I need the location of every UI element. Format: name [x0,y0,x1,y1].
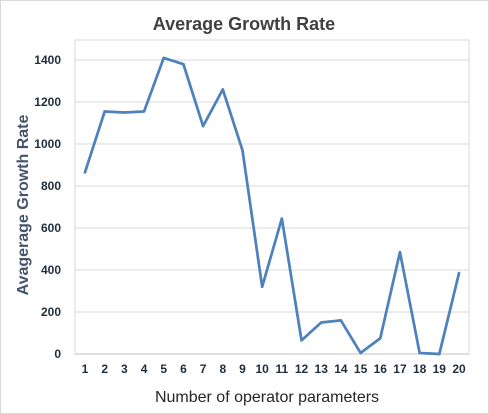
data-point [142,110,146,113]
x-tick-label: 7 [200,362,207,376]
x-tick-label: 5 [160,362,167,376]
y-tick-label: 1000 [34,137,61,151]
x-tick-label: 10 [255,362,269,376]
x-tick-label: 20 [452,362,466,376]
data-point [201,124,205,128]
x-tick-label: 19 [433,362,447,376]
x-tick-label: 14 [334,362,348,376]
data-point [182,62,185,66]
data-point [162,56,165,60]
x-tick-label: 17 [393,362,407,376]
series-layer [83,56,461,356]
data-point [103,110,106,113]
y-tick-label: 400 [41,263,61,277]
y-tick-label: 600 [41,221,61,235]
x-tick-label: 3 [121,362,128,376]
data-point [418,351,421,355]
x-tick-label: 11 [275,362,288,376]
data-point [339,319,343,322]
data-point [123,111,126,114]
x-tick-label: 6 [180,362,187,376]
data-point [221,88,224,91]
x-tick-label: 9 [239,362,246,376]
y-tick-label: 800 [41,179,61,193]
data-point [398,250,402,254]
chart-title: Average Growth Rate [153,14,335,34]
x-tick-label: 13 [315,362,329,376]
y-tick-label: 1200 [34,95,61,109]
x-tick-label: 15 [354,362,368,376]
x-tick-label: 2 [101,362,108,376]
data-point [438,352,441,356]
x-tick-label: 18 [413,362,427,376]
x-tick-label: 1 [82,362,89,376]
series-line [83,56,461,356]
x-tick-label: 4 [141,362,148,376]
data-point [260,285,264,288]
data-point [300,339,303,342]
data-point [83,171,87,174]
x-axis-title: Number of operator parameters [155,389,379,406]
x-tick-label: 8 [219,362,226,376]
x-tick-label: 16 [374,362,388,376]
data-point [320,321,323,324]
data-point [359,351,362,355]
data-point [379,337,382,340]
y-axis-title: Avagerage Growth Rate [15,115,32,296]
data-point [457,271,461,275]
y-tick-label: 0 [54,347,61,361]
grid-lines [75,59,469,313]
data-point [280,217,284,220]
axes [74,39,470,355]
x-tick-label: 12 [295,362,309,376]
y-tick-label: 200 [41,305,61,319]
y-tick-label: 1400 [34,53,61,67]
data-point [241,149,244,152]
